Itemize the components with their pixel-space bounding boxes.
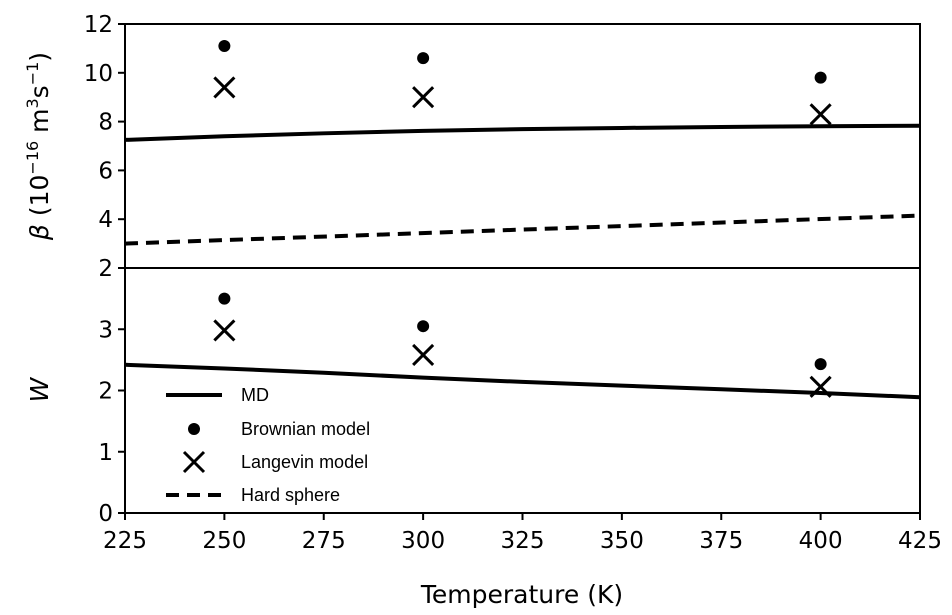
w-md-line <box>124 362 921 400</box>
w-brownian-model-point <box>218 292 231 305</box>
beta-axis-unit1: m <box>25 109 54 141</box>
x-tick-label: 400 <box>799 528 843 554</box>
legend-langevin-marker <box>182 450 206 474</box>
legend-md-label: MD <box>241 385 269 405</box>
beta-plot-area <box>124 39 921 246</box>
beta-axis-label: β (10−16 m3s−1) <box>23 52 54 241</box>
x-tick-label: 275 <box>302 528 346 554</box>
beta-y-tick-label: 6 <box>98 158 113 184</box>
beta-langevin-model-point <box>412 86 435 109</box>
legend: MD Brownian model Langevin model Hard sp… <box>166 385 370 505</box>
legend-entry-hard-sphere: Hard sphere <box>166 485 340 505</box>
legend-brownian-marker <box>188 423 200 435</box>
beta-langevin-model-point <box>809 103 832 126</box>
beta-brownian-model-point <box>218 39 231 52</box>
beta-axis-close: ) <box>25 52 54 62</box>
x-tick-label: 375 <box>699 528 743 554</box>
w-axis-label: W <box>25 376 54 402</box>
w-langevin-model-point <box>412 343 435 367</box>
beta-axis-exp1: −16 <box>23 141 42 175</box>
beta-y-tick-label: 10 <box>84 61 113 87</box>
beta-langevin-model-point <box>213 76 236 99</box>
w-y-tick-label: 1 <box>98 440 113 466</box>
beta-axis-unit2: s <box>25 85 54 98</box>
w-plot-area <box>124 292 921 400</box>
x-tick-label: 425 <box>898 528 942 554</box>
w-panel: 0 1 2 3 225 250 275 300 325 350 375 400 425 W Tempe… <box>25 267 942 609</box>
x-axis-label: Temperature (K) <box>420 580 623 609</box>
beta-axis-symbol: β <box>25 224 54 241</box>
w-y-ticks: 0 1 2 3 <box>98 317 125 527</box>
beta-md-line <box>124 123 921 142</box>
x-tick-label: 250 <box>202 528 246 554</box>
w-y-tick-label: 0 <box>98 501 113 527</box>
legend-langevin-label: Langevin model <box>241 452 368 472</box>
w-y-tick-label: 3 <box>98 317 113 343</box>
x-ticks: 225 250 275 300 325 350 375 400 425 <box>103 513 942 554</box>
beta-panel-frame <box>124 23 921 269</box>
w-y-tick-label: 2 <box>98 379 113 405</box>
beta-y-ticks: 2 4 6 8 10 12 <box>84 12 125 282</box>
beta-y-tick-label: 12 <box>84 12 113 38</box>
beta-axis-exp2: 3 <box>23 98 42 108</box>
beta-y-tick-label: 8 <box>98 110 113 136</box>
x-tick-label: 300 <box>401 528 445 554</box>
legend-entry-md: MD <box>166 385 269 405</box>
beta-axis-open: (10 <box>25 175 54 225</box>
beta-hard-sphere-line <box>124 213 921 246</box>
w-brownian-model-point <box>417 320 430 333</box>
w-langevin-model-point <box>809 375 832 398</box>
w-brownian-model-point <box>814 358 827 371</box>
legend-entry-brownian: Brownian model <box>188 419 370 439</box>
w-langevin-model-point <box>213 319 236 342</box>
beta-brownian-model-point <box>417 52 430 65</box>
legend-hard-sphere-label: Hard sphere <box>241 485 340 505</box>
beta-y-tick-label: 4 <box>98 207 113 233</box>
x-tick-label: 325 <box>501 528 545 554</box>
beta-y-tick-label: 2 <box>98 256 113 282</box>
legend-entry-langevin: Langevin model <box>182 450 368 474</box>
beta-brownian-model-point <box>814 71 827 84</box>
x-tick-label: 350 <box>600 528 644 554</box>
x-tick-label: 225 <box>103 528 147 554</box>
beta-panel: 2 4 6 8 10 12 β (10−16 m3s−1) <box>23 12 921 282</box>
legend-brownian-label: Brownian model <box>241 419 370 439</box>
beta-axis-exp3: −1 <box>23 62 42 86</box>
